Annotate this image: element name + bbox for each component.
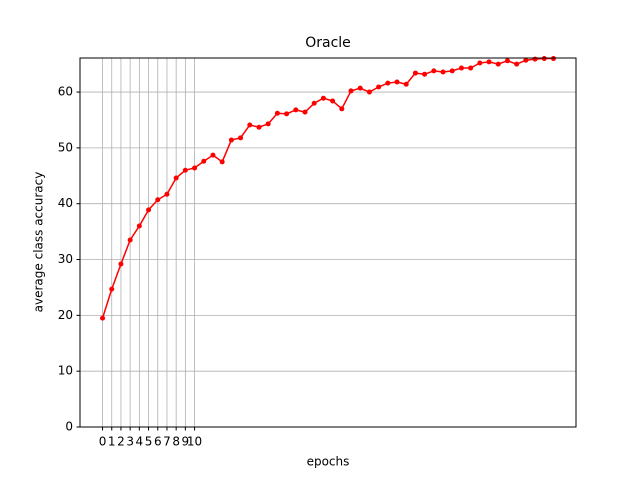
axes-frame: [79, 57, 577, 428]
data-point: [458, 65, 464, 71]
data-point: [293, 107, 299, 113]
data-point: [320, 95, 326, 101]
data-point: [403, 81, 409, 87]
chart-title: Oracle: [305, 35, 351, 51]
x-tick-label: 1: [108, 435, 116, 449]
data-point: [550, 56, 556, 62]
data-point: [210, 152, 216, 158]
data-point: [155, 197, 161, 203]
x-axis-label: epochs: [307, 455, 350, 469]
data-point: [302, 109, 308, 115]
data-point: [486, 59, 492, 65]
data-point: [495, 61, 501, 67]
data-point: [173, 175, 179, 181]
x-tick-label: 9: [182, 435, 190, 449]
data-point: [330, 98, 336, 104]
y-tick-label: 50: [58, 140, 73, 154]
x-tick-label: 5: [145, 435, 153, 449]
x-tick-label: 6: [154, 435, 162, 449]
data-point: [504, 58, 510, 64]
data-point: [412, 70, 418, 76]
data-point: [118, 261, 124, 267]
grid: [80, 58, 576, 428]
y-axis-label: average class accuracy: [32, 172, 46, 313]
y-tick-label: 40: [58, 196, 73, 210]
data-point: [440, 69, 446, 75]
data-point: [228, 137, 234, 143]
y-tick-label: 30: [58, 252, 73, 266]
data-point: [422, 71, 428, 77]
data-point: [219, 159, 225, 165]
data-point: [385, 80, 391, 86]
data-point: [311, 100, 317, 106]
data-point: [394, 79, 400, 85]
y-tick-label: 60: [58, 85, 73, 99]
data-point: [256, 124, 262, 130]
data-point: [376, 84, 382, 90]
data-point: [265, 121, 271, 127]
data-point: [468, 65, 474, 71]
data-point: [146, 207, 152, 213]
data-point: [247, 122, 253, 128]
y-tick-label: 0: [65, 420, 73, 434]
data-point: [357, 85, 363, 91]
data-point: [182, 167, 188, 173]
x-tick-label: 3: [126, 435, 134, 449]
x-tick-label: 8: [172, 435, 180, 449]
y-tick-label: 20: [58, 308, 73, 322]
data-point: [192, 165, 198, 171]
x-tick-label: 7: [163, 435, 171, 449]
plot-area: [100, 56, 556, 321]
x-tick-label: 0: [99, 435, 107, 449]
data-point: [238, 135, 244, 141]
data-point: [532, 56, 538, 62]
data-point: [541, 56, 547, 62]
data-point: [514, 61, 520, 67]
data-point: [366, 89, 372, 95]
data-point: [449, 68, 455, 74]
data-point: [274, 110, 280, 116]
x-tick-label: 10: [187, 435, 202, 449]
data-point: [431, 68, 437, 74]
y-tick-label: 10: [58, 364, 73, 378]
data-point: [100, 315, 106, 321]
data-point: [164, 191, 170, 197]
data-point: [339, 106, 345, 112]
data-point: [284, 111, 290, 117]
data-point: [109, 286, 115, 292]
data-point: [477, 60, 483, 66]
data-point: [136, 223, 142, 229]
data-point: [348, 88, 354, 94]
data-point: [523, 57, 529, 63]
x-tick-label: 2: [117, 435, 125, 449]
data-point: [127, 237, 133, 243]
data-point: [201, 158, 207, 164]
x-tick-label: 4: [136, 435, 144, 449]
